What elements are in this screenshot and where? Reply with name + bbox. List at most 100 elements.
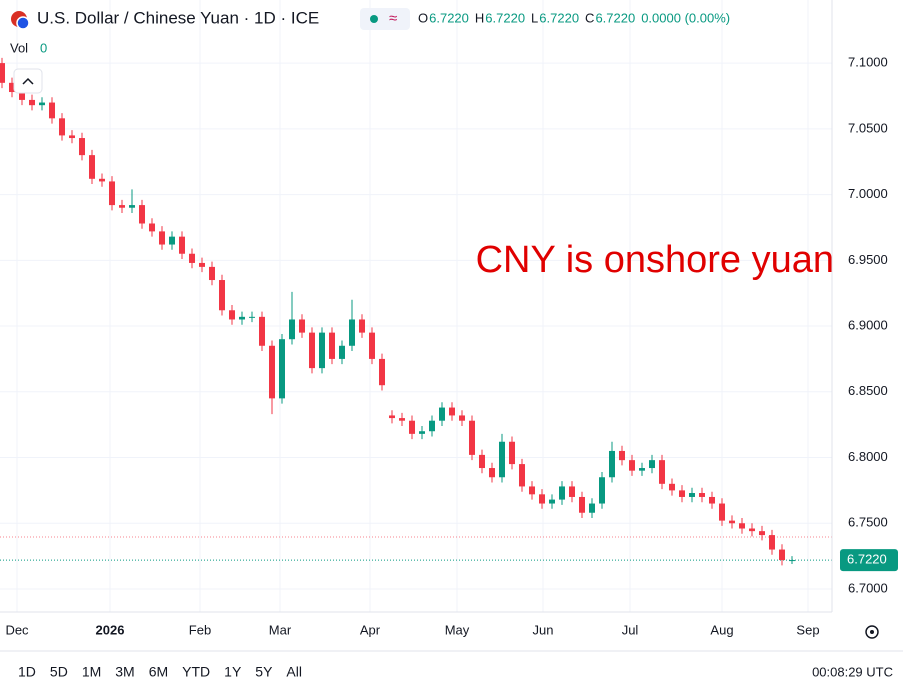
candle-body (239, 316, 245, 320)
ohlc-value: 6.7220 (539, 10, 579, 25)
symbol-title[interactable]: U.S. Dollar / Chinese Yuan · 1D · ICE (37, 8, 319, 27)
y-tick-label: 6.7500 (848, 515, 888, 530)
candle-body (139, 205, 145, 224)
x-tick-label: Dec (5, 622, 29, 637)
collapse-button[interactable] (13, 68, 43, 94)
candle-body (519, 464, 525, 487)
candle-body (379, 358, 385, 386)
clock: 00:08:29 UTC (812, 664, 893, 679)
x-tick-label: 2026 (96, 622, 125, 637)
x-tick-label: Apr (360, 622, 381, 637)
candle-body (199, 262, 205, 267)
y-tick-label: 6.8000 (848, 449, 888, 464)
candle-body (349, 319, 355, 346)
ohlc-value: 6.7220 (429, 10, 469, 25)
status-pill (360, 8, 410, 30)
candle-body (109, 181, 115, 206)
volume-value: 0 (40, 40, 47, 55)
annotation: CNY is onshore yuan (476, 239, 834, 281)
x-tick-label: Jul (622, 622, 639, 637)
candle-body (179, 236, 185, 254)
last-price-box (840, 549, 898, 572)
candle-body (309, 332, 315, 369)
range-button[interactable]: 6M (149, 664, 168, 679)
plot: CNY is onshore yuan (0, 0, 834, 612)
candle-body (19, 92, 25, 100)
price-change: 0.0000 (0.00%) (641, 10, 730, 25)
candle-body (249, 316, 255, 318)
y-tick-label: 6.9500 (848, 252, 888, 267)
candle-body (739, 523, 745, 529)
candle-body (429, 420, 435, 432)
candle-body (469, 420, 475, 455)
candle-body (129, 205, 135, 208)
range-button[interactable]: YTD (182, 664, 210, 679)
candle-body (409, 420, 415, 434)
status-icon: ≈ (389, 10, 397, 27)
x-tick-label: Sep (796, 622, 819, 637)
candle-body (779, 549, 785, 561)
range-button[interactable]: 1Y (224, 664, 242, 679)
candle-body (609, 450, 615, 478)
candle-body (729, 520, 735, 524)
candle-body (0, 63, 5, 83)
x-tick-label: May (445, 622, 470, 637)
range-button[interactable]: All (286, 664, 302, 679)
candle-body (69, 135, 75, 139)
candle-body (689, 493, 695, 497)
ohlc-value: 6.7220 (595, 10, 635, 25)
ohlc-value: 6.7220 (485, 10, 525, 25)
market-status (370, 15, 378, 23)
range-button[interactable]: 3M (115, 664, 134, 679)
candle-body (769, 535, 775, 550)
x-tick-label: Aug (710, 622, 733, 637)
candle-body (39, 102, 45, 106)
settings-button[interactable] (865, 625, 879, 639)
candle-body (119, 205, 125, 208)
range-button[interactable]: 1M (82, 664, 101, 679)
candle-body (89, 155, 95, 179)
last-price-label: 6.7220 (847, 552, 887, 567)
candle-body (629, 460, 635, 471)
y-tick-label: 6.9000 (848, 317, 888, 332)
candle-body (569, 486, 575, 497)
candle-body (99, 178, 105, 182)
candle-body (459, 415, 465, 421)
range-button[interactable]: 1D (18, 664, 36, 679)
candle-body (159, 231, 165, 245)
candle-body (759, 531, 765, 536)
candle-body (49, 102, 55, 119)
candle-body (359, 319, 365, 333)
candle-body (479, 454, 485, 469)
range-button[interactable]: 5D (50, 664, 68, 679)
candle-body (79, 138, 85, 156)
candle-body (789, 560, 795, 562)
candle-body (509, 441, 515, 465)
candle-body (389, 415, 395, 419)
candle-body (229, 310, 235, 320)
y-tick-label: 6.8500 (848, 383, 888, 398)
ohlc-key: O (418, 10, 428, 25)
candle-body (209, 266, 215, 281)
candle-body (549, 499, 555, 504)
y-tick-label: 6.7000 (848, 580, 888, 595)
candle-body (269, 345, 275, 399)
candle-body (339, 345, 345, 359)
candle-body (449, 407, 455, 416)
candle-body (219, 280, 225, 311)
candle-body (529, 486, 535, 495)
candle-body (149, 223, 155, 232)
candle-body (749, 528, 755, 532)
candle-body (419, 431, 425, 434)
candle-body (619, 450, 625, 461)
candle-body (709, 496, 715, 504)
settings-icon (870, 630, 874, 634)
candle-body (639, 468, 645, 471)
ohlc-key: H (475, 10, 484, 25)
ohlc-key: L (531, 10, 538, 25)
candle-body (59, 118, 65, 136)
y-tick-label: 7.0500 (848, 120, 888, 135)
range-button[interactable]: 5Y (255, 664, 273, 679)
x-tick-label: Mar (269, 622, 292, 637)
candle-body (719, 503, 725, 521)
